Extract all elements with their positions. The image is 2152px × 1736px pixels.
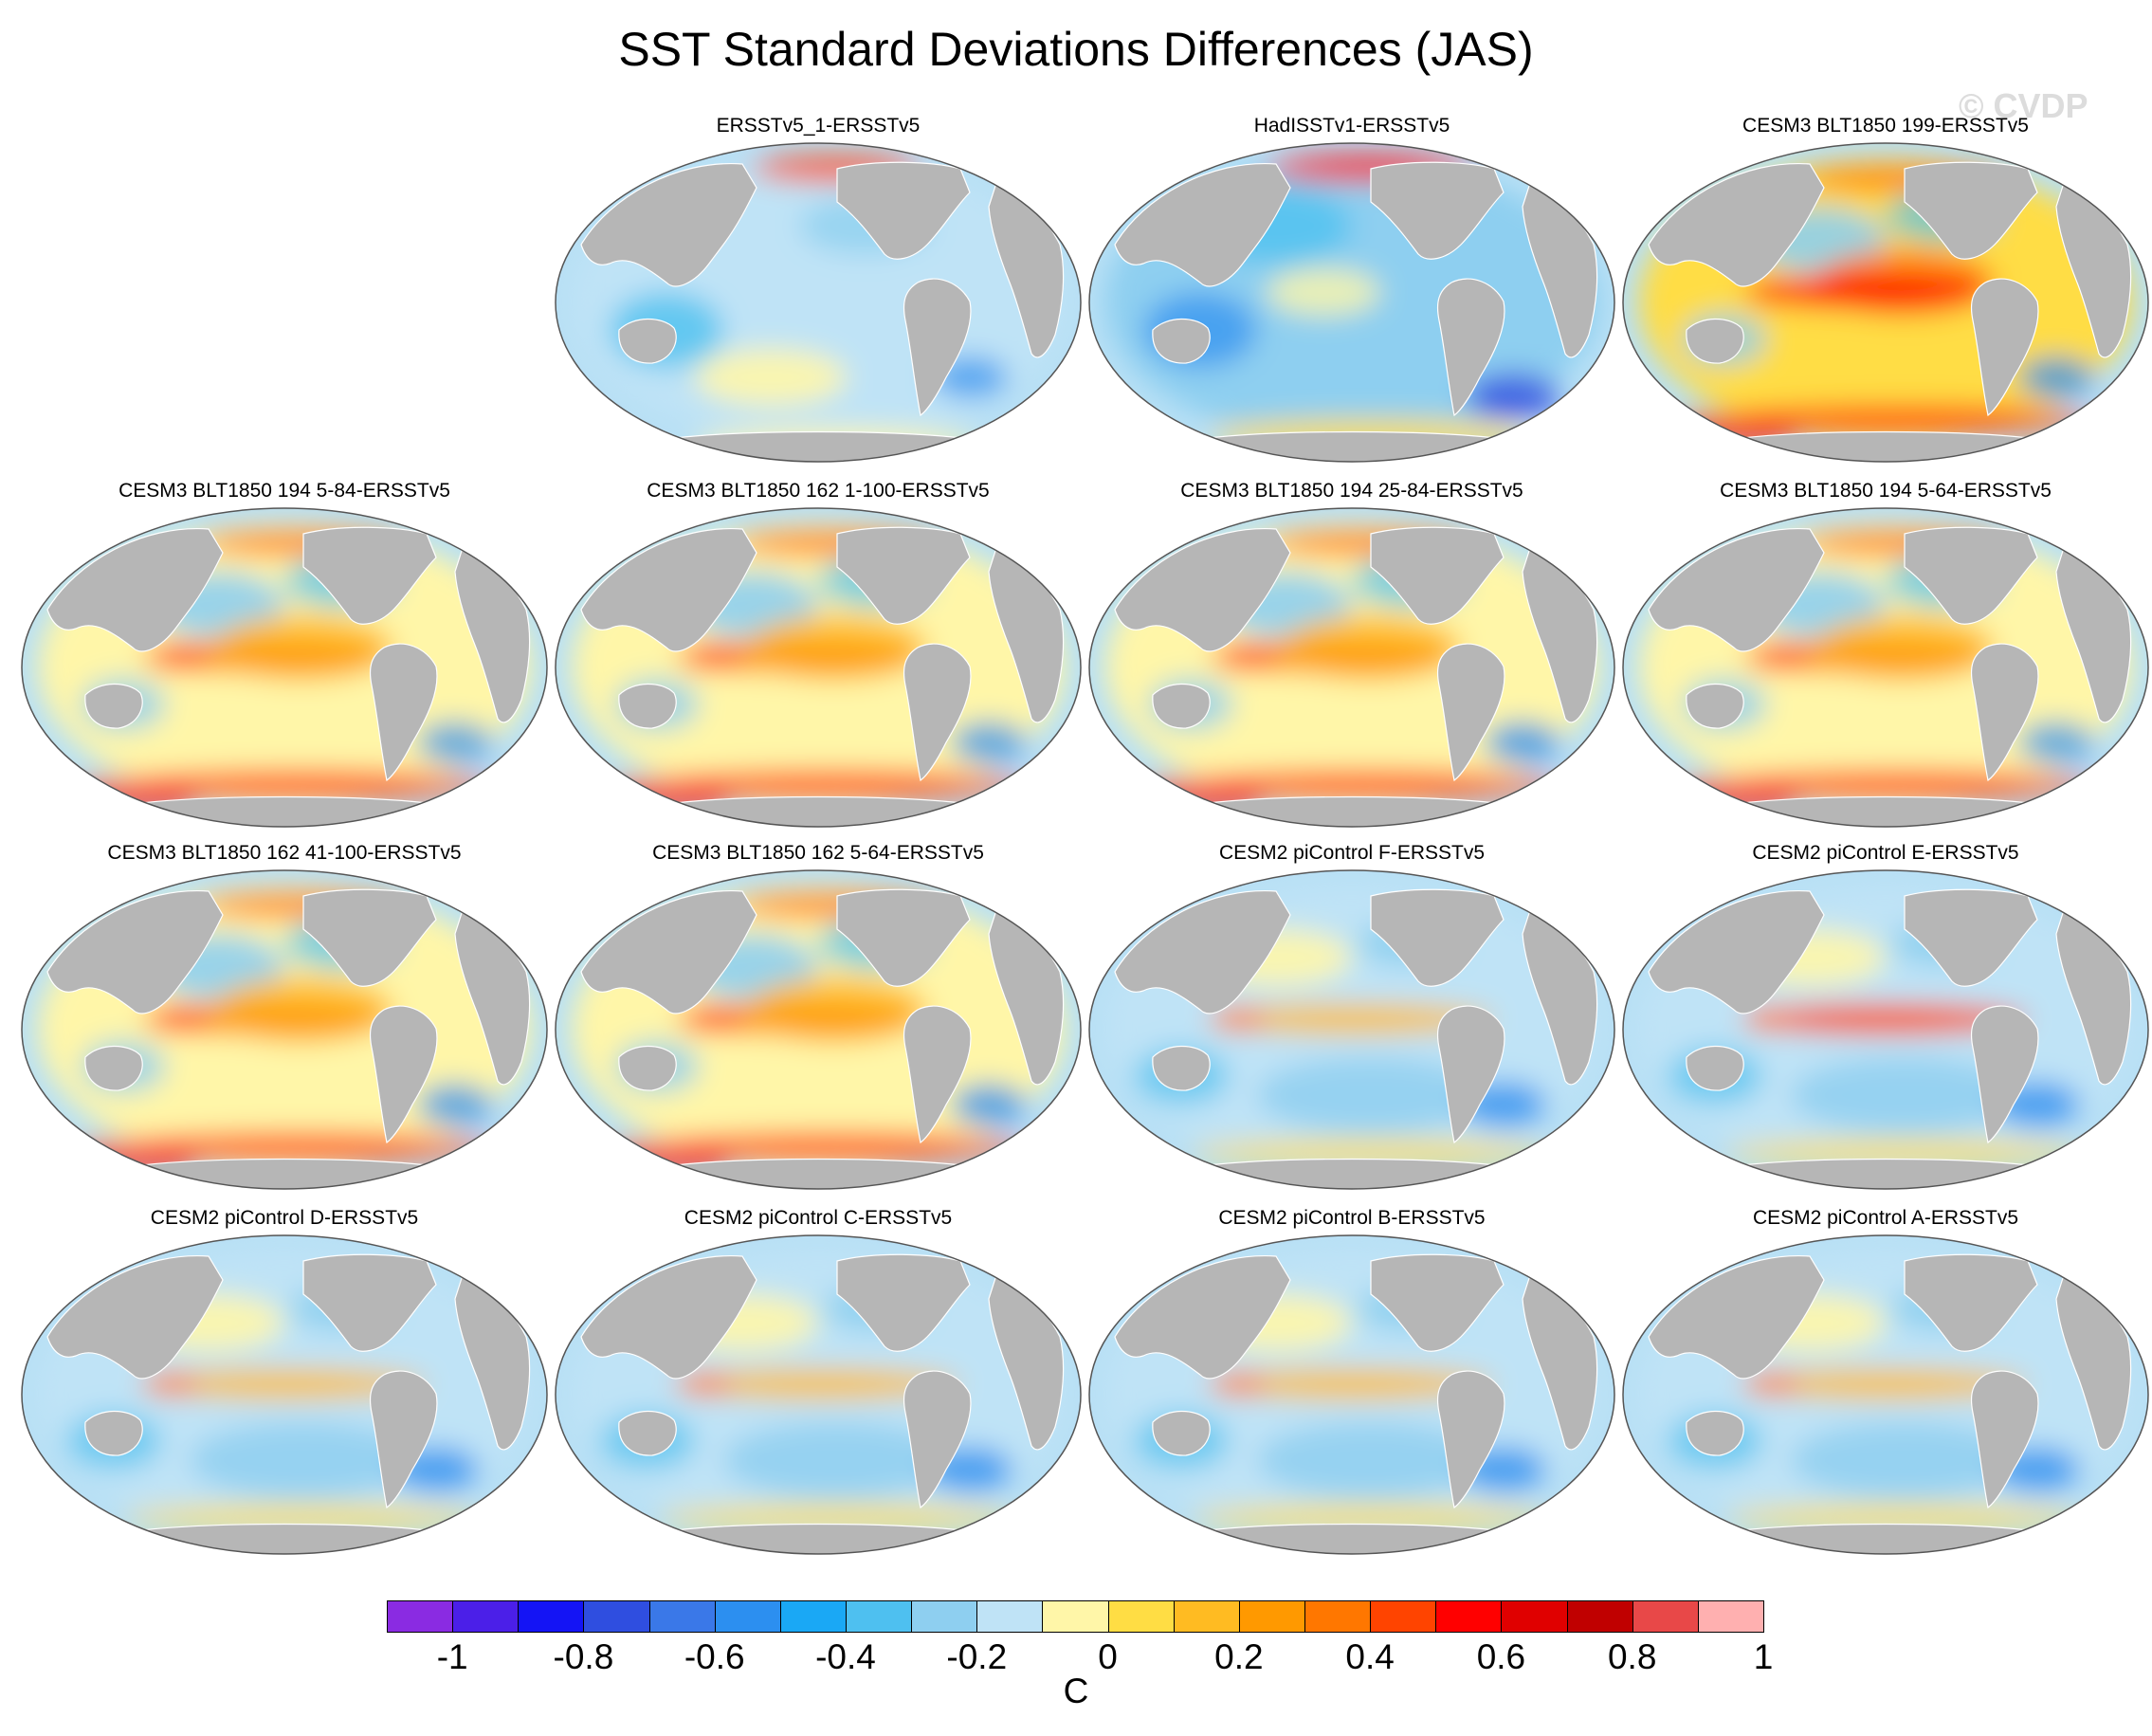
- colorbar-swatch: [1173, 1600, 1240, 1633]
- panel-title: CESM3 BLT1850 194 5-64-ERSSTv5: [1720, 480, 2052, 502]
- map-panel: CESM2 piControl F-ERSSTv5: [1086, 841, 1617, 1192]
- colorbar-swatch: [1238, 1600, 1305, 1633]
- map-panel: CESM3 BLT1850 162 1-100-ERSSTv5: [553, 479, 1084, 830]
- sst-difference-map: [555, 507, 1082, 828]
- colorbar-swatch: [714, 1600, 781, 1633]
- sst-difference-map: [555, 1234, 1082, 1555]
- panel-title: CESM3 BLT1850 162 1-100-ERSSTv5: [647, 480, 990, 502]
- map-panel: CESM2 piControl D-ERSSTv5: [19, 1206, 550, 1557]
- colorbar-swatch: [1304, 1600, 1372, 1633]
- colorbar-tick-label: 0: [1098, 1637, 1118, 1676]
- colorbar-swatch: [1566, 1600, 1633, 1633]
- sst-difference-map: [1622, 142, 2149, 463]
- map-panel: CESM3 BLT1850 199-ERSSTv5: [1620, 114, 2151, 465]
- colorbar-swatch: [1632, 1600, 1699, 1633]
- colorbar-swatch: [387, 1600, 454, 1633]
- colorbar-tick-label: 0.2: [1214, 1637, 1264, 1676]
- panel-title: CESM2 piControl C-ERSSTv5: [684, 1207, 953, 1229]
- map-panel: CESM2 piControl C-ERSSTv5: [553, 1206, 1084, 1557]
- map-panel: CESM3 BLT1850 194 5-64-ERSSTv5: [1620, 479, 2151, 830]
- panel-title: CESM2 piControl B-ERSSTv5: [1218, 1207, 1486, 1229]
- sst-difference-map: [21, 869, 548, 1190]
- colorbar-swatch: [846, 1600, 913, 1633]
- map-panel: ERSSTv5_1-ERSSTv5: [553, 114, 1084, 465]
- colorbar-tick-label: 0.4: [1345, 1637, 1395, 1676]
- colorbar-swatch: [1435, 1600, 1503, 1633]
- map-panel: HadISSTv1-ERSSTv5: [1086, 114, 1617, 465]
- colorbar: [387, 1600, 1764, 1635]
- panel-title: CESM3 BLT1850 194 25-84-ERSSTv5: [1180, 480, 1523, 502]
- sst-difference-map: [21, 1234, 548, 1555]
- colorbar-swatch: [976, 1600, 1044, 1633]
- colorbar-swatch: [648, 1600, 716, 1633]
- colorbar-swatch: [911, 1600, 978, 1633]
- colorbar-tick-label: -1: [436, 1637, 468, 1676]
- colorbar-tick-label: 0.8: [1607, 1637, 1657, 1676]
- sst-difference-map: [1088, 869, 1615, 1190]
- panel-title: CESM2 piControl F-ERSSTv5: [1218, 842, 1486, 864]
- colorbar-units: C: [1063, 1672, 1089, 1710]
- panel-title: CESM3 BLT1850 162 5-64-ERSSTv5: [652, 842, 984, 864]
- panel-title: CESM2 piControl E-ERSSTv5: [1752, 842, 2019, 864]
- colorbar-tick-label: -0.8: [553, 1637, 614, 1676]
- sst-difference-map: [1088, 1234, 1615, 1555]
- panel-title: CESM3 BLT1850 162 41-100-ERSSTv5: [107, 842, 462, 864]
- sst-difference-map: [1622, 1234, 2149, 1555]
- panel-title: HadISSTv1-ERSSTv5: [1253, 115, 1450, 137]
- sst-difference-map: [21, 507, 548, 828]
- map-panel: CESM3 BLT1850 162 5-64-ERSSTv5: [553, 841, 1084, 1192]
- panel-title: CESM2 piControl A-ERSSTv5: [1752, 1207, 2019, 1229]
- sst-difference-map: [555, 869, 1082, 1190]
- figure-title: SST Standard Deviations Differences (JAS…: [618, 23, 1534, 76]
- colorbar-tick-label: 0.6: [1476, 1637, 1526, 1676]
- panel-title: CESM3 BLT1850 194 5-84-ERSSTv5: [119, 480, 450, 502]
- map-panel: CESM3 BLT1850 194 5-84-ERSSTv5: [19, 479, 550, 830]
- colorbar-swatch: [779, 1600, 847, 1633]
- colorbar-tick-label: 1: [1753, 1637, 1774, 1676]
- colorbar-swatch: [1370, 1600, 1437, 1633]
- colorbar-swatch: [1107, 1600, 1175, 1633]
- colorbar-tick-label: -0.6: [684, 1637, 745, 1676]
- map-panel: CESM2 piControl A-ERSSTv5: [1620, 1206, 2151, 1557]
- colorbar-swatch: [1697, 1600, 1764, 1633]
- sst-difference-map: [1088, 507, 1615, 828]
- colorbar-swatch: [1501, 1600, 1568, 1633]
- colorbar-swatch: [518, 1600, 585, 1633]
- map-panel: CESM2 piControl E-ERSSTv5: [1620, 841, 2151, 1192]
- colorbar-swatch: [452, 1600, 520, 1633]
- colorbar-swatch: [1042, 1600, 1109, 1633]
- colorbar-tick-label: -0.4: [815, 1637, 876, 1676]
- sst-difference-map: [1622, 869, 2149, 1190]
- colorbar-swatch: [583, 1600, 650, 1633]
- sst-difference-map: [555, 142, 1082, 463]
- panel-title: ERSSTv5_1-ERSSTv5: [716, 115, 921, 137]
- panel-title: CESM2 piControl D-ERSSTv5: [150, 1207, 419, 1229]
- colorbar-tick-label: -0.2: [946, 1637, 1008, 1676]
- cvdp-watermark: © CVDP: [1959, 86, 2088, 125]
- map-panel: CESM3 BLT1850 194 25-84-ERSSTv5: [1086, 479, 1617, 830]
- sst-difference-map: [1622, 507, 2149, 828]
- panel-title: CESM3 BLT1850 199-ERSSTv5: [1742, 115, 2029, 137]
- map-panel: CESM2 piControl B-ERSSTv5: [1086, 1206, 1617, 1557]
- sst-difference-map: [1088, 142, 1615, 463]
- map-panel: CESM3 BLT1850 162 41-100-ERSSTv5: [19, 841, 550, 1192]
